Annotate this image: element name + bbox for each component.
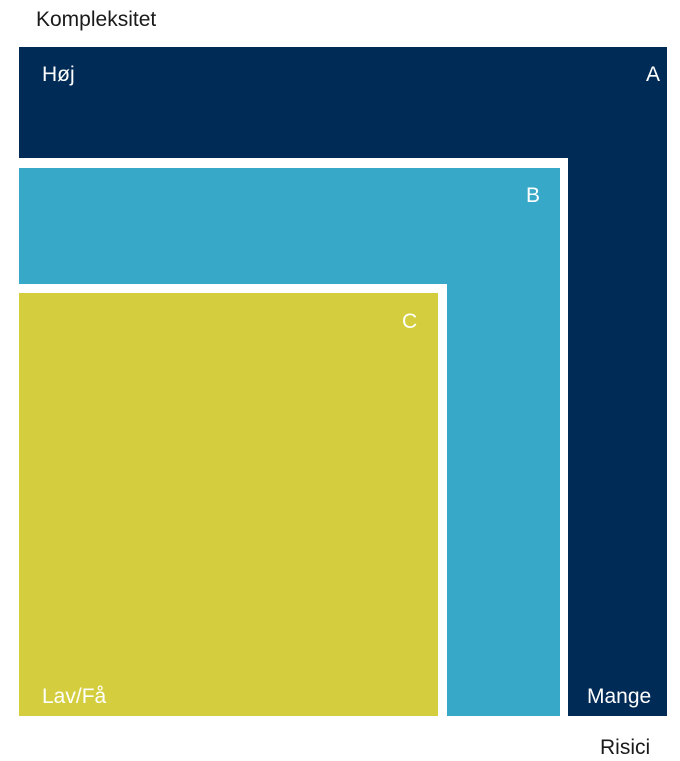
region-a-top — [19, 47, 667, 158]
y-axis-label: Kompleksitet — [36, 8, 157, 31]
region-c — [19, 293, 438, 716]
x-axis-label: Risici — [600, 736, 651, 759]
region-c-label: C — [402, 310, 418, 333]
region-b-label: B — [526, 184, 541, 207]
many-risks-label: Mange — [587, 685, 652, 708]
region-a-label: A — [646, 63, 661, 86]
region-b-right — [447, 284, 560, 716]
region-a-right — [568, 158, 667, 716]
low-few-label: Lav/Få — [42, 685, 107, 708]
high-complexity-label: Høj — [42, 63, 75, 86]
region-b-top — [19, 168, 560, 284]
